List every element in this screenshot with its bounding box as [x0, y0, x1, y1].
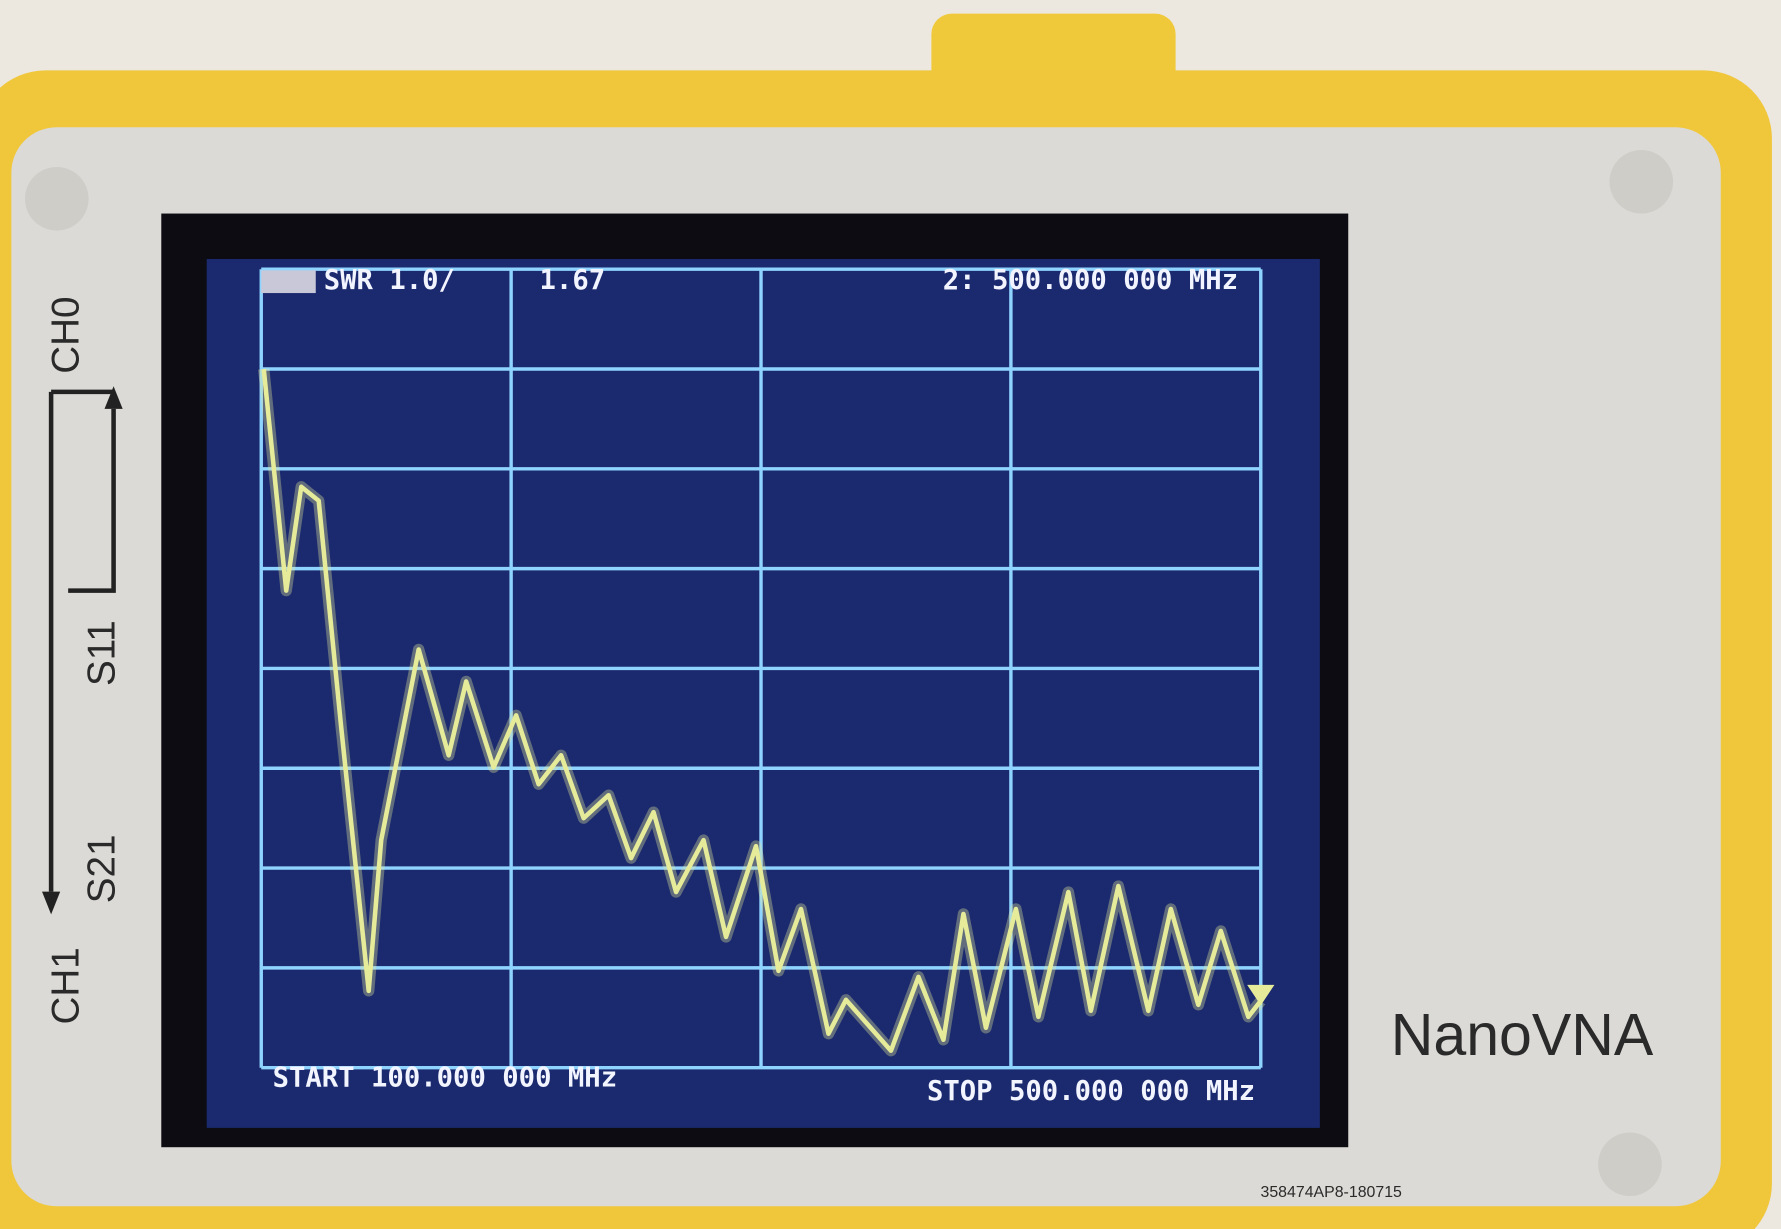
screen-text: STOP 500.000 000 MHz	[927, 1076, 1255, 1107]
photo: SWR 1.0/1.67 2: 500.000 000 MHz START 100.…	[0, 0, 1781, 1229]
screen-text: 2: 500.000 000 MHz	[943, 265, 1238, 296]
screen-text: 1.67	[540, 265, 606, 296]
screw	[1609, 150, 1673, 214]
screw	[25, 167, 89, 231]
port-label: CH0	[44, 296, 87, 373]
port-label: S11	[81, 620, 124, 686]
trace-icon	[261, 270, 316, 293]
serial: 358474AP8-180715	[1261, 1184, 1403, 1201]
screen-text: SWR 1.0/	[324, 265, 455, 296]
screen-text: START 100.000 000 MHz	[273, 1063, 618, 1094]
screw	[1598, 1132, 1662, 1196]
page: SWR 1.0/1.67 2: 500.000 000 MHz START 100.…	[0, 0, 1781, 1229]
port-label: S21	[81, 835, 124, 904]
brand: NanoVNA	[1391, 1002, 1654, 1068]
port-label: CH1	[44, 947, 87, 1024]
